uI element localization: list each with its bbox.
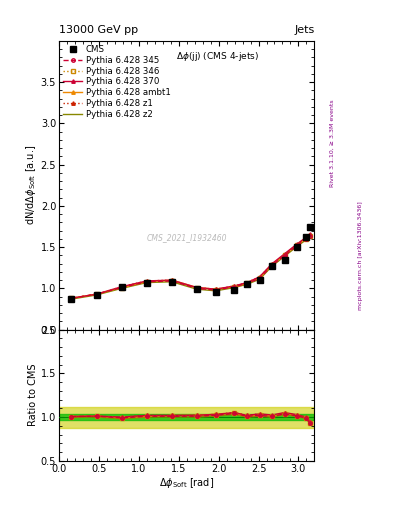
Legend: CMS, Pythia 6.428 345, Pythia 6.428 346, Pythia 6.428 370, Pythia 6.428 ambt1, P: CMS, Pythia 6.428 345, Pythia 6.428 346,… — [62, 44, 172, 120]
Y-axis label: Ratio to CMS: Ratio to CMS — [28, 364, 38, 426]
Y-axis label: dN/d$\Delta\phi_{\rm Soft}$ [a.u.]: dN/d$\Delta\phi_{\rm Soft}$ [a.u.] — [24, 145, 38, 225]
Text: CMS_2021_I1932460: CMS_2021_I1932460 — [147, 233, 227, 242]
X-axis label: $\Delta\phi_{\rm Soft}$ [rad]: $\Delta\phi_{\rm Soft}$ [rad] — [159, 476, 214, 490]
Text: 13000 GeV pp: 13000 GeV pp — [59, 25, 138, 35]
Text: $\Delta\phi$(jj) (CMS 4-jets): $\Delta\phi$(jj) (CMS 4-jets) — [176, 50, 259, 62]
Text: Jets: Jets — [294, 25, 314, 35]
Text: mcplots.cern.ch [arXiv:1306.3436]: mcplots.cern.ch [arXiv:1306.3436] — [358, 202, 363, 310]
Text: Rivet 3.1.10, ≥ 3.3M events: Rivet 3.1.10, ≥ 3.3M events — [330, 99, 335, 187]
